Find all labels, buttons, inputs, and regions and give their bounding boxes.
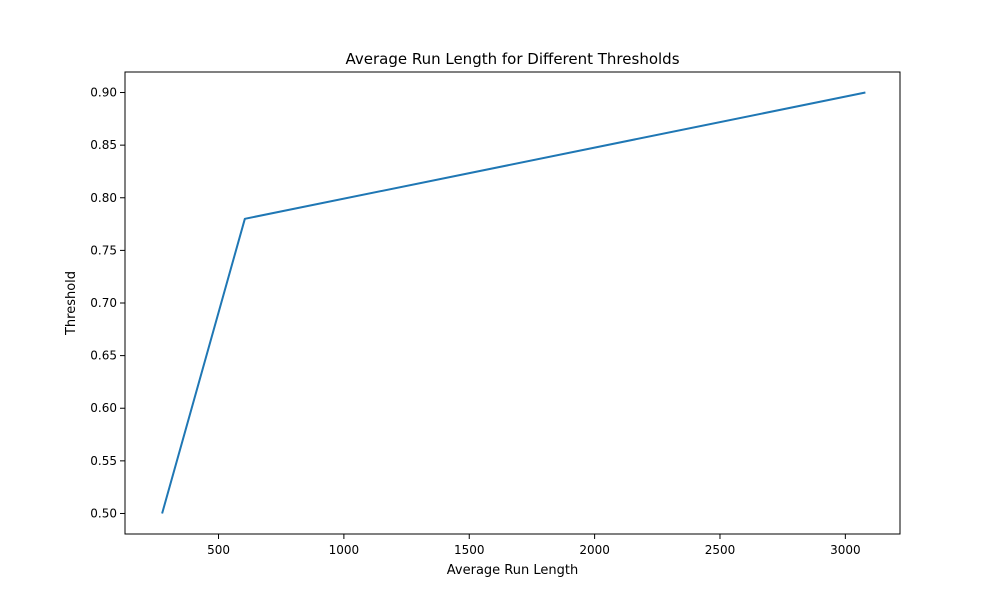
y-tick-label: 0.90 bbox=[90, 86, 117, 100]
y-axis-ticks: 0.50 0.55 0.60 0.65 0.70 0.75 0.80 0.85 0.90 bbox=[90, 86, 125, 520]
x-tick-label: 2000 bbox=[579, 543, 610, 557]
y-tick-label: 0.75 bbox=[90, 243, 117, 257]
y-tick-label: 0.80 bbox=[90, 191, 117, 205]
series-line bbox=[161, 91, 866, 514]
x-tick-label: 1500 bbox=[454, 543, 485, 557]
y-tick-label: 0.85 bbox=[90, 138, 117, 152]
y-tick-label: 0.65 bbox=[90, 349, 117, 363]
y-tick-label: 0.60 bbox=[90, 401, 117, 415]
y-tick-label: 0.50 bbox=[90, 506, 117, 520]
y-axis-label: Threshold bbox=[64, 271, 79, 336]
plot-area-frame bbox=[124, 71, 901, 535]
x-tick-label: 500 bbox=[207, 543, 230, 557]
y-tick-label: 0.55 bbox=[90, 454, 117, 468]
x-axis-ticks: 500 1000 1500 2000 2500 3000 bbox=[207, 534, 861, 557]
x-tick-label: 2500 bbox=[705, 543, 736, 557]
x-tick-label: 1000 bbox=[329, 543, 360, 557]
x-tick-label: 3000 bbox=[830, 543, 861, 557]
series-layer bbox=[161, 91, 866, 514]
y-tick-label: 0.70 bbox=[90, 296, 117, 310]
chart-title: Average Run Length for Different Thresho… bbox=[345, 50, 679, 68]
x-axis-label: Average Run Length bbox=[447, 563, 578, 578]
